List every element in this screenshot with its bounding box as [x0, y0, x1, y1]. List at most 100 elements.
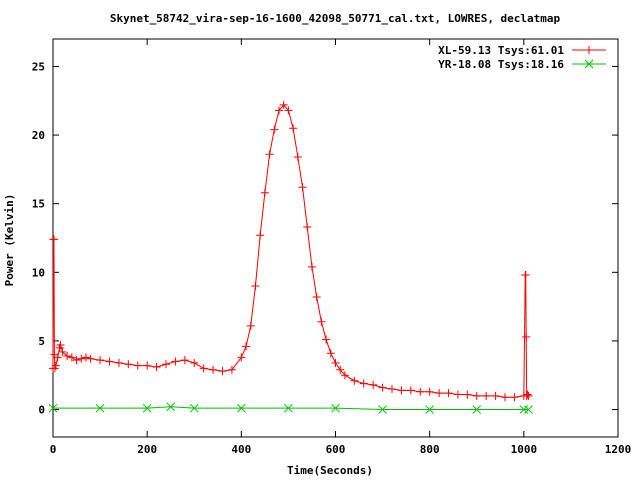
series-xl-point	[397, 386, 406, 395]
series-xl-point	[293, 153, 302, 162]
y-tick-label: 5	[38, 335, 45, 348]
series-xl-point	[270, 125, 279, 134]
series-xl-point	[340, 371, 349, 380]
series-yr-point	[166, 402, 176, 412]
x-tick-label: 600	[326, 443, 346, 456]
series-xl-point	[86, 354, 95, 363]
series-yr-point	[284, 403, 293, 413]
x-axis-label: Time(Seconds)	[287, 464, 373, 477]
series-yr-point	[524, 405, 533, 414]
series-yr	[48, 402, 533, 414]
x-tick-label: 400	[231, 443, 251, 456]
series-xl-point	[143, 361, 152, 370]
series-xl-point	[453, 390, 462, 399]
legend-entry-xl: XL-59.13 Tsys:61.01	[438, 44, 564, 57]
series-xl-point	[279, 100, 288, 109]
series-xl-point	[298, 183, 307, 192]
series-xl-point	[369, 380, 378, 389]
series-xl-point	[317, 317, 326, 326]
series-yr-line	[53, 406, 529, 411]
series-xl-point	[336, 365, 345, 374]
series-xl-point	[209, 365, 218, 374]
series-xl-point	[67, 353, 76, 362]
series-xl-point	[275, 106, 283, 115]
series-yr-point	[378, 405, 387, 414]
series-xl-point	[265, 150, 274, 159]
series-xl-point	[77, 354, 86, 363]
series-xl-point	[63, 352, 72, 361]
chart-title: Skynet_58742_vira-sep-16-1600_42098_5077…	[110, 12, 561, 25]
series-xl-point	[152, 363, 161, 372]
series-xl-point	[388, 384, 396, 393]
series-yr-point	[189, 403, 199, 413]
plot-frame	[52, 38, 619, 438]
x-tick-label: 1200	[605, 443, 632, 456]
series-xl-point	[307, 262, 316, 271]
series-xl-point	[359, 379, 368, 388]
series-xl-point	[53, 353, 62, 362]
y-tick-label: 25	[32, 60, 45, 73]
series-xl-point	[444, 389, 453, 398]
series-xl-point	[190, 358, 199, 367]
legend-marker-xl	[585, 46, 593, 54]
axis-ticks: 0 200 400 600 800 1000 1200 0 5 10 15 20 25	[32, 39, 632, 456]
series-xl-line	[52, 104, 529, 398]
series-yr-point	[142, 403, 152, 413]
series-xl-point	[58, 347, 67, 356]
series-xl-point	[256, 231, 265, 240]
series-yr-point	[236, 403, 246, 413]
y-tick-label: 10	[32, 266, 45, 279]
series-xl-point	[81, 353, 90, 362]
series-xl-point	[96, 356, 105, 365]
series-xl-point	[284, 106, 293, 115]
series-xl-point	[378, 383, 387, 392]
series-xl-point	[114, 358, 123, 367]
series-xl-point	[322, 335, 331, 344]
y-tick-label: 15	[32, 198, 45, 211]
series-xl-point	[133, 361, 142, 370]
series-xl-point	[199, 364, 208, 373]
x-tick-label: 800	[420, 443, 440, 456]
series-xl-point	[237, 353, 246, 362]
series-xl-point	[312, 293, 321, 302]
legend-entry-yr: YR-18.08 Tsys:18.16	[438, 58, 564, 71]
series-xl-point	[218, 367, 227, 376]
series-xl-point	[124, 360, 133, 369]
series-xl-point	[242, 342, 251, 351]
series-xl-point	[435, 389, 444, 398]
series-xl-point	[522, 332, 531, 341]
legend-marker-yr	[584, 59, 594, 69]
series-layer	[48, 100, 533, 414]
series-xl-point	[425, 387, 434, 396]
series-xl-point	[72, 356, 81, 365]
series-xl-point	[303, 223, 312, 232]
series-xl-point	[482, 391, 491, 400]
series-xl-point	[49, 235, 58, 244]
series-xl	[49, 100, 533, 402]
series-xl-point	[56, 341, 65, 350]
series-yr-point	[472, 405, 482, 414]
series-xl-point	[251, 282, 260, 291]
x-tick-label: 1000	[511, 443, 538, 456]
y-tick-label: 20	[32, 129, 45, 142]
series-xl-point	[416, 387, 425, 396]
series-xl-point	[491, 391, 500, 400]
series-yr-point	[48, 403, 58, 413]
series-xl-point	[510, 393, 519, 402]
series-xl-point	[180, 356, 189, 365]
x-tick-label: 200	[137, 443, 157, 456]
series-xl-point	[521, 271, 530, 280]
x-tick-label: 0	[50, 443, 57, 456]
series-xl-point	[171, 357, 180, 366]
series-xl-point	[331, 358, 340, 367]
series-xl-point	[326, 349, 335, 358]
series-xl-point	[289, 124, 298, 133]
series-xl-point	[260, 188, 269, 197]
series-xl-point	[406, 386, 415, 395]
series-xl-point	[463, 390, 472, 399]
series-xl-point	[524, 391, 533, 400]
series-xl-point	[523, 390, 532, 399]
y-tick-label: 0	[38, 404, 45, 417]
series-yr-point	[331, 403, 340, 413]
